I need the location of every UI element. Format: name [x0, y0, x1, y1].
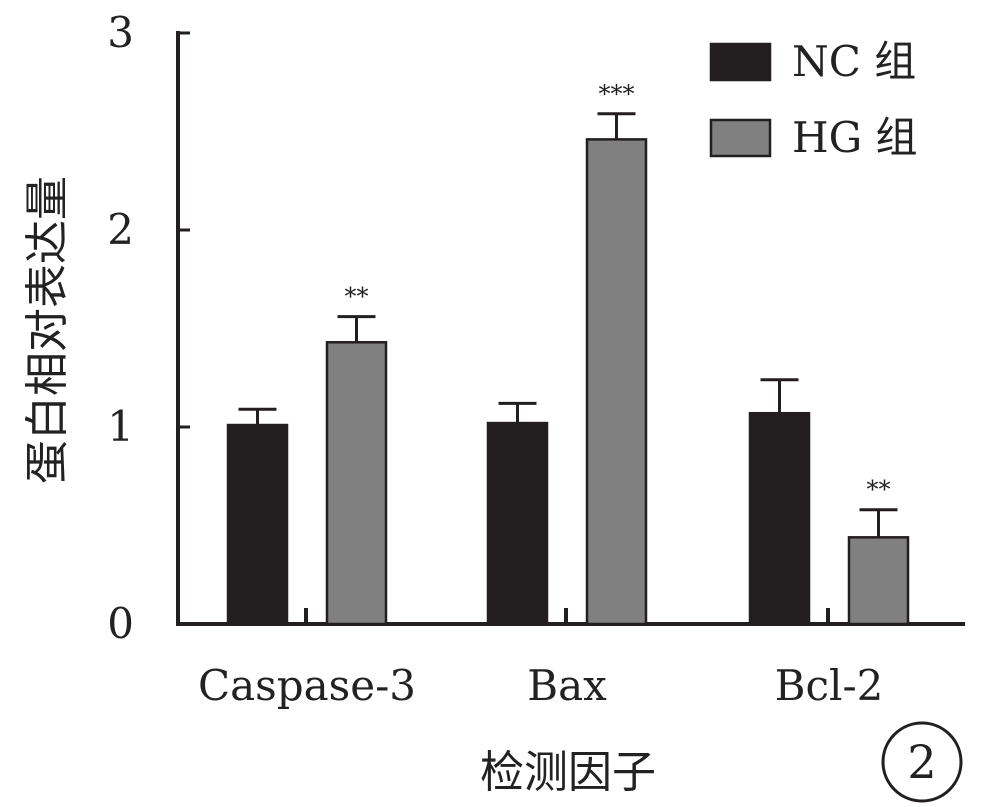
y-tick-label: 3 — [107, 8, 134, 57]
axes: 0 1 2 3 — [107, 8, 965, 648]
legend-label: NC 组 — [792, 37, 916, 86]
panel-label: 2 — [907, 735, 936, 789]
x-tick-label: Bax — [527, 661, 607, 710]
y-tick-label: 2 — [107, 205, 134, 254]
significance-label: ** — [867, 476, 891, 504]
panel-label-circle — [881, 721, 963, 803]
bar — [847, 536, 910, 626]
bar — [325, 341, 388, 626]
bar — [748, 411, 811, 626]
x-axis-title: 检测因子 — [480, 747, 656, 798]
y-tick-label: 0 — [107, 599, 134, 648]
bar — [226, 423, 289, 626]
y-axis-title: 蛋白相对表达量 — [22, 176, 73, 484]
significance-label: ** — [345, 283, 369, 311]
bars: ******* — [226, 80, 910, 626]
x-tick-label: Caspase-3 — [198, 661, 416, 710]
legend: NC 组 HG 组 — [709, 37, 918, 162]
bar — [486, 421, 549, 626]
legend-swatch — [709, 118, 772, 158]
legend-swatch — [709, 42, 772, 82]
legend-label: HG 组 — [792, 113, 918, 162]
significance-label: *** — [599, 80, 635, 108]
y-tick-label: 1 — [107, 402, 134, 451]
x-tick-label: Bcl-2 — [775, 661, 884, 710]
bar — [585, 138, 648, 626]
